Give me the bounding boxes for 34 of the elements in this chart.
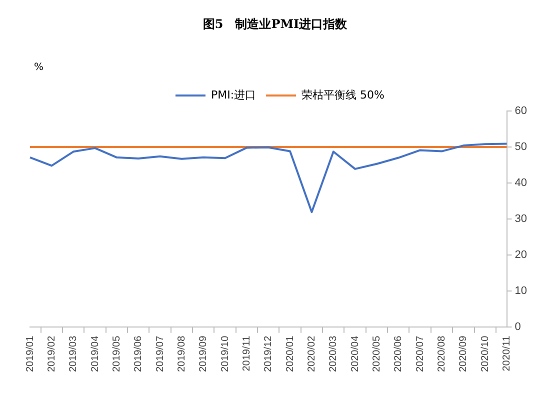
y-tick-label: 20 xyxy=(514,248,528,261)
y-tick-label: 60 xyxy=(514,105,528,118)
x-tick-label: 2019/07 xyxy=(154,335,166,372)
x-tick-label: 2020/08 xyxy=(436,335,448,372)
x-tick-label: 2020/07 xyxy=(414,335,426,372)
x-tick-label: 2019/04 xyxy=(90,335,101,372)
x-tick-label: 2020/09 xyxy=(458,335,470,372)
x-tick-label: 2020/02 xyxy=(306,335,318,372)
x-tick-label: 2020/03 xyxy=(328,335,340,372)
x-tick-label: 2019/05 xyxy=(111,335,122,372)
x-tick-label: 2020/10 xyxy=(480,335,491,372)
y-tick-label: 50 xyxy=(514,141,528,154)
y-tick-label: 40 xyxy=(514,176,528,189)
y-axis-title: % xyxy=(34,62,44,73)
legend-label: 荣枯平衡线 50% xyxy=(302,88,385,102)
legend-label: PMI:进口 xyxy=(210,88,256,102)
y-tick-label: 10 xyxy=(514,284,528,297)
x-tick-label: 2019/12 xyxy=(263,335,274,372)
x-tick-label: 2020/06 xyxy=(393,335,404,372)
x-tick-label: 2019/03 xyxy=(68,335,80,372)
x-tick-label: 2019/02 xyxy=(46,335,58,372)
x-tick-label: 2019/01 xyxy=(24,335,36,372)
y-tick-label: 0 xyxy=(514,320,521,333)
x-tick-label: 2020/04 xyxy=(350,335,361,372)
x-tick-label: 2019/10 xyxy=(220,335,231,372)
chart-title: 图5 制造业PMI进口指数 xyxy=(202,16,348,33)
y-tick-label: 30 xyxy=(514,212,528,225)
x-tick-label: 2020/05 xyxy=(371,335,382,372)
x-tick-label: 2019/09 xyxy=(198,335,210,372)
x-tick-label: 2019/11 xyxy=(241,335,252,372)
x-tick-label: 2020/01 xyxy=(284,335,296,372)
x-tick-label: 2020/11 xyxy=(502,335,513,372)
x-tick-label: 2019/08 xyxy=(176,335,188,372)
x-tick-label: 2019/06 xyxy=(133,335,144,372)
